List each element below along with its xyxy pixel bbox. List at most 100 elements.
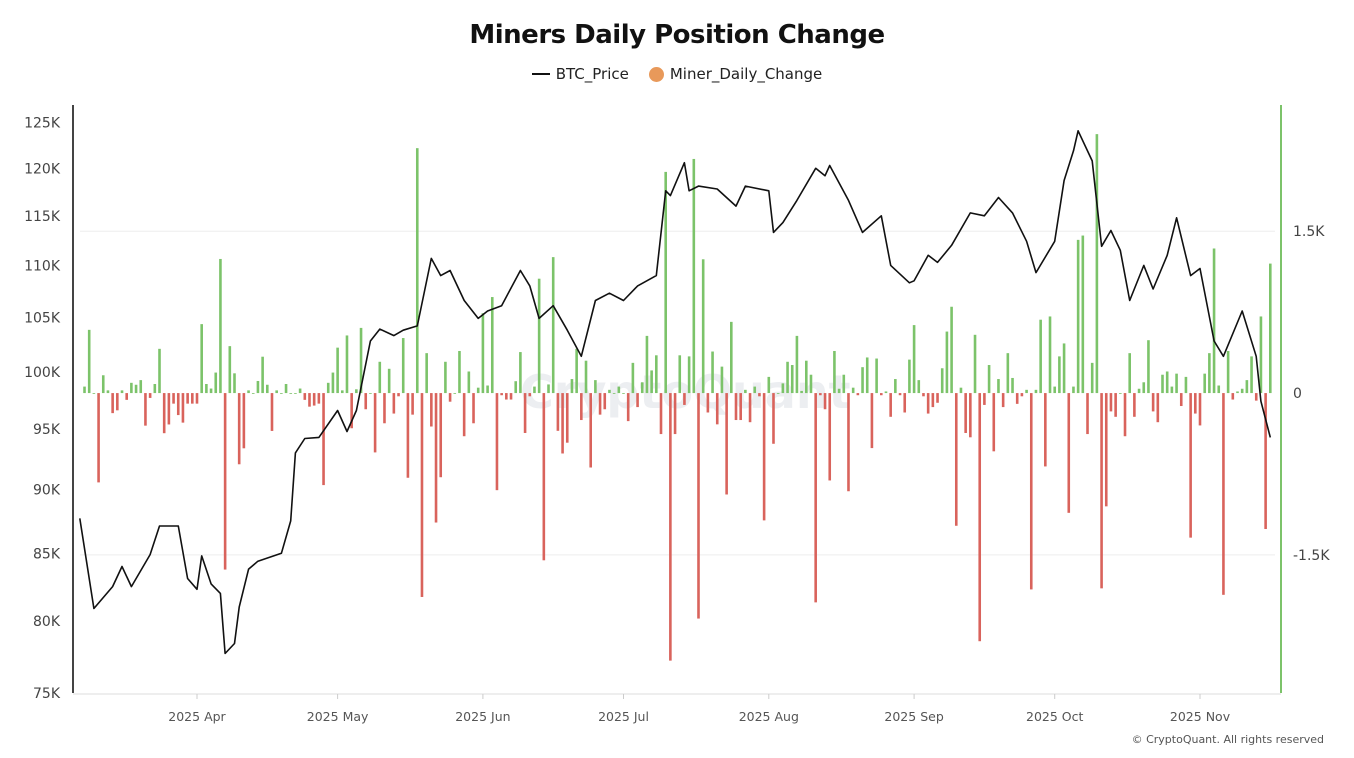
miner-change-bar [715, 393, 719, 425]
miner-change-bar [584, 360, 588, 394]
miner-change-bar [1161, 374, 1164, 394]
miner-change-bar [580, 393, 583, 421]
miner-change-bar [528, 393, 532, 397]
miner-change-bar [214, 372, 218, 394]
miner-change-bar [631, 362, 635, 394]
miner-change-bar [537, 278, 541, 394]
miner-change-bar [284, 384, 288, 394]
miner-change-bar [598, 393, 602, 415]
miner-change-bar [266, 384, 269, 394]
miner-change-bar [730, 321, 733, 394]
miner-change-bar [387, 368, 391, 394]
miner-change-bar [481, 313, 485, 394]
miner-change-bar [247, 390, 250, 394]
miner-change-bar [894, 379, 897, 394]
miner-change-bar [1123, 393, 1127, 437]
miner-change-bar [364, 393, 368, 410]
miner-change-bar [758, 393, 761, 397]
miner-change-bar [725, 393, 728, 495]
miner-change-bars [83, 134, 1272, 661]
miner-change-bar [223, 393, 227, 570]
miner-change-bar [940, 368, 944, 394]
miner-change-bar [1179, 393, 1183, 407]
miner-change-bar [561, 393, 564, 454]
miner-change-bar [317, 393, 321, 404]
miner-change-bar [706, 393, 710, 413]
miner-change-bar [1067, 393, 1071, 513]
left-tick-label: 95K [33, 422, 61, 438]
miner-change-bar [612, 393, 616, 394]
miner-change-bar [130, 382, 133, 394]
left-tick-label: 125K [24, 116, 61, 132]
miner-change-bar [1053, 386, 1057, 394]
miner-change-bar [181, 393, 185, 423]
miner-change-bar [172, 393, 175, 404]
miner-change-bar [959, 387, 963, 394]
left-tick-label: 85K [33, 546, 61, 562]
miner-change-bar [837, 388, 841, 394]
miner-change-bar [800, 390, 803, 394]
miner-change-bar [814, 393, 817, 603]
x-tick-label: 2025 Apr [168, 709, 226, 724]
miner-change-bar [720, 366, 724, 394]
miner-change-bar [476, 387, 480, 394]
left-tick-label: 110K [24, 258, 61, 274]
miner-change-bar [828, 393, 832, 481]
miner-change-bar [879, 393, 883, 396]
left-tick-label: 105K [24, 310, 61, 326]
miner-change-bar [336, 347, 339, 394]
miner-change-bar [1119, 393, 1122, 394]
miner-change-bar [462, 393, 466, 437]
miner-change-bar [1076, 239, 1080, 394]
miner-change-bar [1001, 393, 1005, 408]
miner-change-bar [795, 335, 799, 394]
miner-change-bar [1142, 382, 1146, 394]
x-tick-label: 2025 Oct [1026, 709, 1083, 724]
left-tick-label: 80K [33, 614, 61, 630]
miner-change-bar [542, 393, 546, 561]
miner-change-bar [753, 386, 757, 394]
miner-change-bar [355, 389, 358, 394]
miner-change-bar [594, 380, 597, 394]
miner-change-bar [1090, 362, 1094, 394]
miner-change-bar [898, 393, 902, 396]
miner-change-bar [622, 393, 625, 394]
miner-change-bar [500, 393, 503, 396]
miner-change-bar [144, 393, 147, 426]
miner-change-bar [851, 387, 855, 394]
miner-change-bar [570, 379, 574, 394]
miner-change-bar [833, 350, 836, 394]
miner-change-bar [106, 390, 110, 394]
miner-change-bar [1128, 353, 1131, 394]
miner-change-bar [425, 353, 428, 394]
miner-change-bar [626, 393, 630, 422]
miner-change-bar [186, 393, 189, 404]
left-tick-label: 120K [24, 161, 61, 177]
miner-change-bar [209, 388, 213, 394]
circle-marker-icon [648, 66, 664, 82]
miner-change-bar [969, 393, 972, 438]
miner-change-bar [804, 360, 808, 394]
miner-change-bar [739, 393, 742, 421]
miner-change-bar [1048, 316, 1052, 394]
miner-change-bar [1100, 393, 1103, 589]
miner-change-bar [261, 356, 264, 394]
miner-change-bar [1058, 356, 1061, 394]
miner-change-bar [687, 356, 691, 394]
legend-item-btc-price[interactable]: BTC_Price [531, 65, 629, 83]
legend-item-miner-change[interactable]: Miner_Daily_Change [648, 65, 822, 83]
miner-change-bar [636, 393, 639, 408]
miner-change-bar [467, 371, 471, 394]
miner-change-bar [322, 393, 325, 486]
miner-change-bar [420, 393, 424, 597]
miner-change-bar [406, 393, 410, 478]
miner-change-bar [917, 380, 921, 394]
miner-change-bar [270, 393, 274, 431]
miner-change-bar [1269, 263, 1272, 394]
left-tick-label: 75K [33, 686, 61, 702]
miner-change-bar [889, 393, 892, 417]
miner-change-bar [1208, 353, 1211, 394]
miner-change-bar [298, 388, 302, 394]
miner-change-bar [326, 382, 330, 394]
